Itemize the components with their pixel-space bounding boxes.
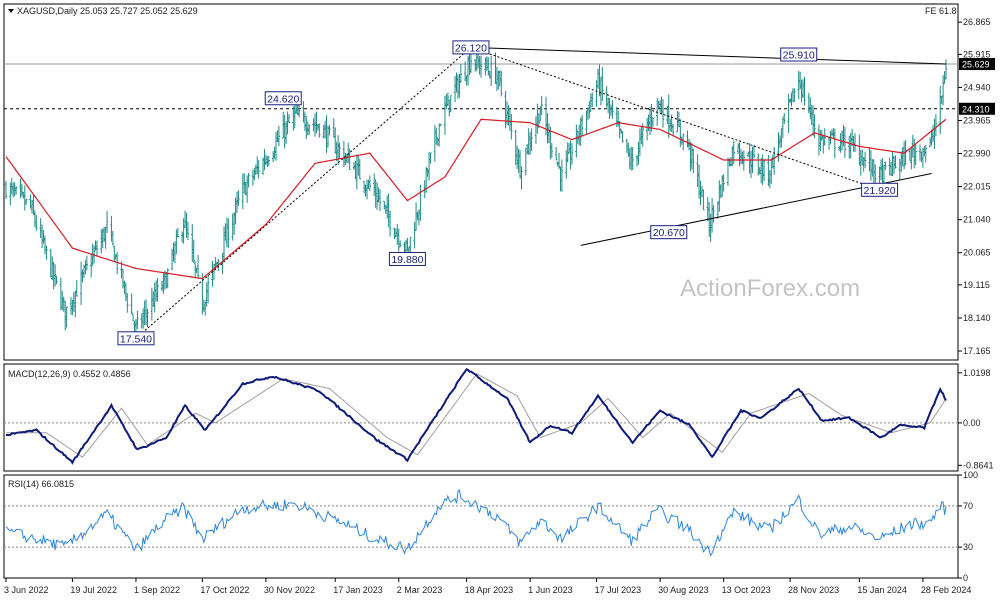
- macd-signal-line: [6, 373, 947, 458]
- watermark: ActionForex.com: [680, 275, 860, 302]
- price-tick-label: 19.115: [963, 280, 990, 290]
- price-tick-label: 22.990: [963, 149, 991, 159]
- macd-title: MACD(12,26,9) 0.4552 0.4856: [8, 369, 131, 379]
- rsi-title: RSI(14) 66.0815: [8, 479, 74, 489]
- dotted-trendline: [470, 46, 880, 191]
- price-tick-label: 21.040: [963, 215, 991, 225]
- date-tick-label: 30 Nov 2022: [264, 585, 315, 595]
- macd-line: [6, 368, 947, 465]
- date-tick-label: 2 Mar 2023: [397, 585, 443, 595]
- date-tick-label: 13 Oct 2023: [722, 585, 771, 595]
- date-tick-label: 17 Jul 2023: [595, 585, 642, 595]
- price-annotation: 17.540: [117, 331, 155, 346]
- price-annotation: 19.880: [388, 251, 426, 266]
- level-price-badge: 24.310: [959, 102, 995, 115]
- price-annotation: 21.920: [861, 182, 899, 197]
- date-tick-label: 28 Nov 2023: [788, 585, 839, 595]
- price-tick-label: 26.865: [963, 17, 991, 27]
- moving-average-line: [5, 118, 947, 280]
- rsi-tick-label: 100: [963, 470, 978, 480]
- date-tick-label: 30 Aug 2023: [658, 585, 709, 595]
- macd-tick-label: -0.8641: [963, 460, 994, 470]
- price-tick-label: 22.015: [963, 182, 991, 192]
- svg-text:25.910: 25.910: [783, 50, 815, 62]
- price-tick-label: 24.940: [963, 82, 991, 92]
- date-tick-label: 28 Feb 2024: [921, 585, 972, 595]
- svg-text:24.310: 24.310: [962, 104, 990, 114]
- price-tick-label: 25.915: [963, 49, 991, 59]
- date-tick-label: 18 Apr 2023: [465, 585, 514, 595]
- price-annotation: 25.910: [780, 47, 818, 62]
- date-tick-label: 1 Jun 2023: [528, 585, 573, 595]
- macd-plot-area: [4, 368, 958, 465]
- date-tick-label: 17 Oct 2022: [200, 585, 249, 595]
- price-tick-label: 17.165: [963, 346, 991, 356]
- price-annotation: 20.670: [650, 225, 688, 240]
- price-plot-area: 17.540 24.620 19.880 26.120 20.670 25.910 21.9…: [4, 40, 958, 346]
- symbol-info-text: XAGUSD,Daily 25.053 25.727 25.052 25.629: [17, 6, 198, 16]
- price-annotation: 26.120: [452, 40, 490, 55]
- date-tick-label: 3 Jun 2022: [4, 585, 49, 595]
- price-tick-label: 20.065: [963, 248, 991, 258]
- date-tick-label: 15 Jan 2024: [857, 585, 907, 595]
- date-tick-label: 19 Jul 2022: [70, 585, 117, 595]
- axes: 26.865 25.915 24.940 23.965 22.990 22.015 21.0…: [4, 17, 995, 595]
- price-annotation: 24.620: [264, 91, 302, 106]
- rsi-tick-label: 0: [963, 573, 968, 583]
- date-tick-label: 17 Jan 2023: [333, 585, 383, 595]
- macd-tick-label: 0.00: [963, 418, 981, 428]
- price-tick-label: 18.140: [963, 313, 991, 323]
- current-price-badge: 25.629: [959, 58, 995, 71]
- rsi-line: [5, 488, 947, 557]
- rsi-panel[interactable]: [3, 474, 959, 579]
- macd-tick-label: 1.0198: [963, 368, 991, 378]
- svg-text:24.620: 24.620: [267, 93, 299, 105]
- macd-panel[interactable]: [3, 363, 959, 472]
- price-tick-label: 23.965: [963, 115, 991, 125]
- rsi-tick-label: 70: [963, 501, 973, 511]
- svg-text:19.880: 19.880: [391, 254, 423, 266]
- svg-text:25.629: 25.629: [962, 60, 990, 70]
- svg-text:21.920: 21.920: [864, 185, 896, 197]
- dropdown-arrow-icon[interactable]: [8, 9, 14, 13]
- date-tick-label: 1 Sep 2022: [134, 585, 180, 595]
- solid-trendline: [470, 46, 947, 65]
- dotted-trendline: [135, 47, 472, 339]
- rsi-tick-label: 30: [963, 542, 973, 552]
- symbol-header: XAGUSD,Daily 25.053 25.727 25.052 25.629: [8, 6, 198, 16]
- fibonacci-label: FE 61.8: [925, 6, 957, 16]
- svg-text:20.670: 20.670: [653, 227, 685, 239]
- rsi-plot-area: [4, 488, 958, 557]
- svg-text:17.540: 17.540: [120, 333, 152, 345]
- svg-text:26.120: 26.120: [455, 42, 487, 54]
